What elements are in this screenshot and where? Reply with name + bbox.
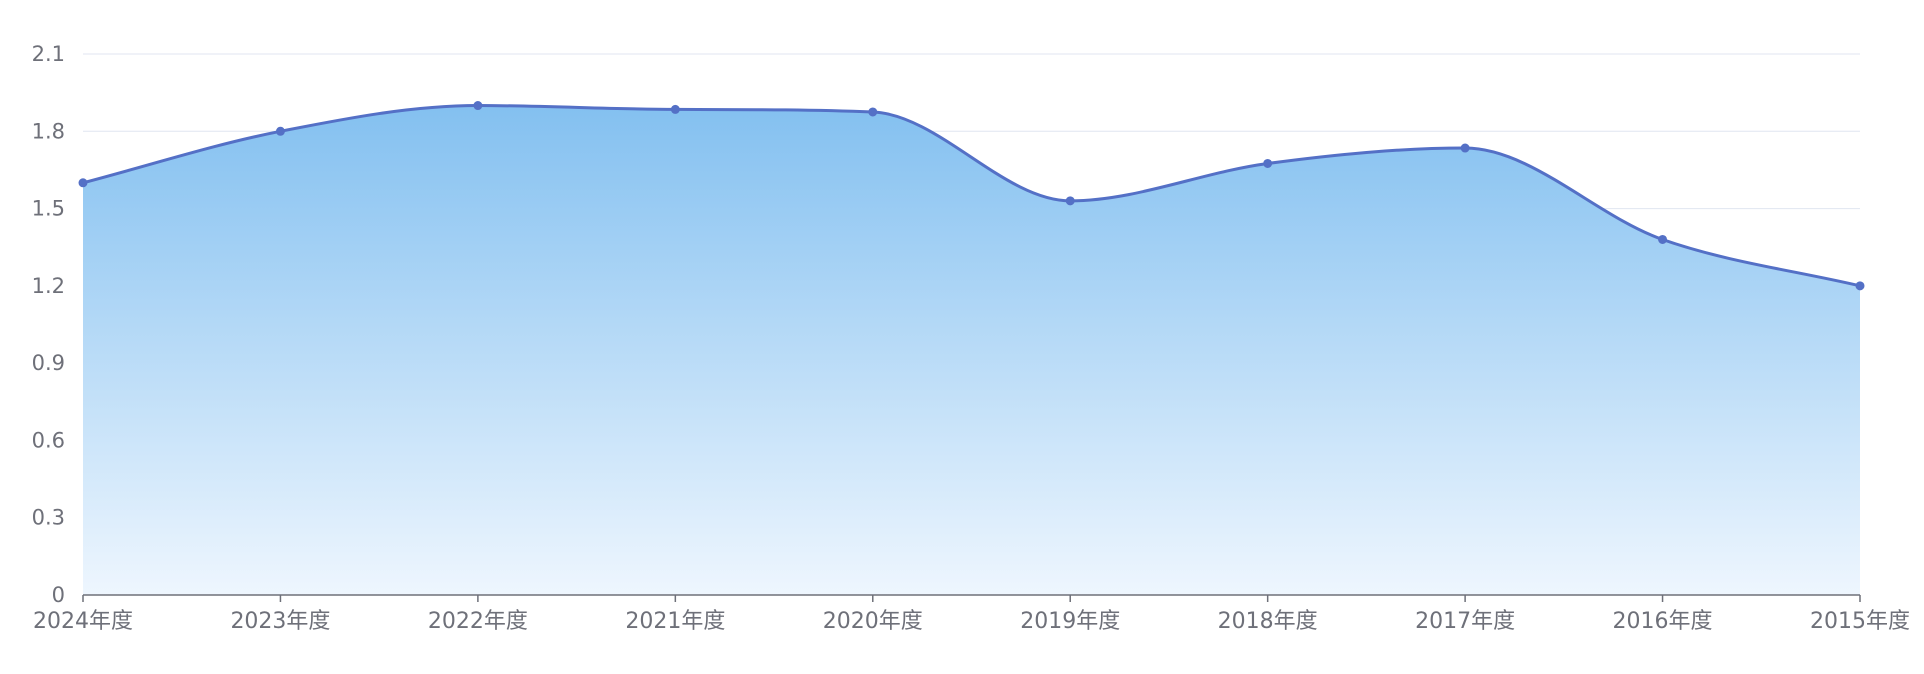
x-tick-label: 2022年度 xyxy=(428,609,528,634)
data-point-2015年度[interactable] xyxy=(1855,281,1865,291)
y-tick-label: 1.5 xyxy=(32,197,65,221)
data-points xyxy=(78,101,1865,291)
data-point-2021年度[interactable] xyxy=(670,104,680,114)
y-axis-tick-labels: 0 0.3 0.6 0.9 1.2 1.5 1.8 2.1 xyxy=(32,42,65,607)
data-point-2023年度[interactable] xyxy=(275,126,285,136)
data-point-2017年度[interactable] xyxy=(1460,143,1470,153)
y-tick-label: 0.6 xyxy=(32,428,65,452)
x-tick-label: 2016年度 xyxy=(1613,609,1713,634)
data-point-2018年度[interactable] xyxy=(1263,158,1273,168)
data-point-2016年度[interactable] xyxy=(1658,234,1668,244)
series-line xyxy=(82,104,1861,288)
axes xyxy=(82,594,1861,602)
series-line-path xyxy=(82,104,1861,288)
area-fill-path xyxy=(83,105,1860,596)
x-tick-label: 2024年度 xyxy=(33,609,133,634)
y-tick-label: 2.1 xyxy=(32,42,65,66)
data-point-2020年度[interactable] xyxy=(868,107,878,117)
x-tick-label: 2015年度 xyxy=(1810,609,1910,634)
x-tick-label: 2019年度 xyxy=(1020,609,1120,634)
x-tick-label: 2021年度 xyxy=(625,609,725,634)
y-tick-label: 0.9 xyxy=(32,351,65,375)
y-tick-label: 1.8 xyxy=(32,119,65,143)
y-tick-label: 0.3 xyxy=(32,506,65,530)
y-tick-label: 1.2 xyxy=(32,274,65,298)
x-axis-tick-labels: 2024年度 2023年度 2022年度 2021年度 2020年度 2019年度 2018… xyxy=(33,609,1910,634)
x-tick-label: 2023年度 xyxy=(230,609,330,634)
x-tick-label: 2017年度 xyxy=(1415,609,1515,634)
x-tick-label: 2020年度 xyxy=(823,609,923,634)
y-tick-label: 0 xyxy=(52,583,65,607)
data-point-2022年度[interactable] xyxy=(473,101,483,111)
x-tick-label: 2018年度 xyxy=(1218,609,1318,634)
area-fill xyxy=(83,105,1860,596)
data-point-2024年度[interactable] xyxy=(78,178,88,188)
data-point-2019年度[interactable] xyxy=(1065,196,1075,206)
